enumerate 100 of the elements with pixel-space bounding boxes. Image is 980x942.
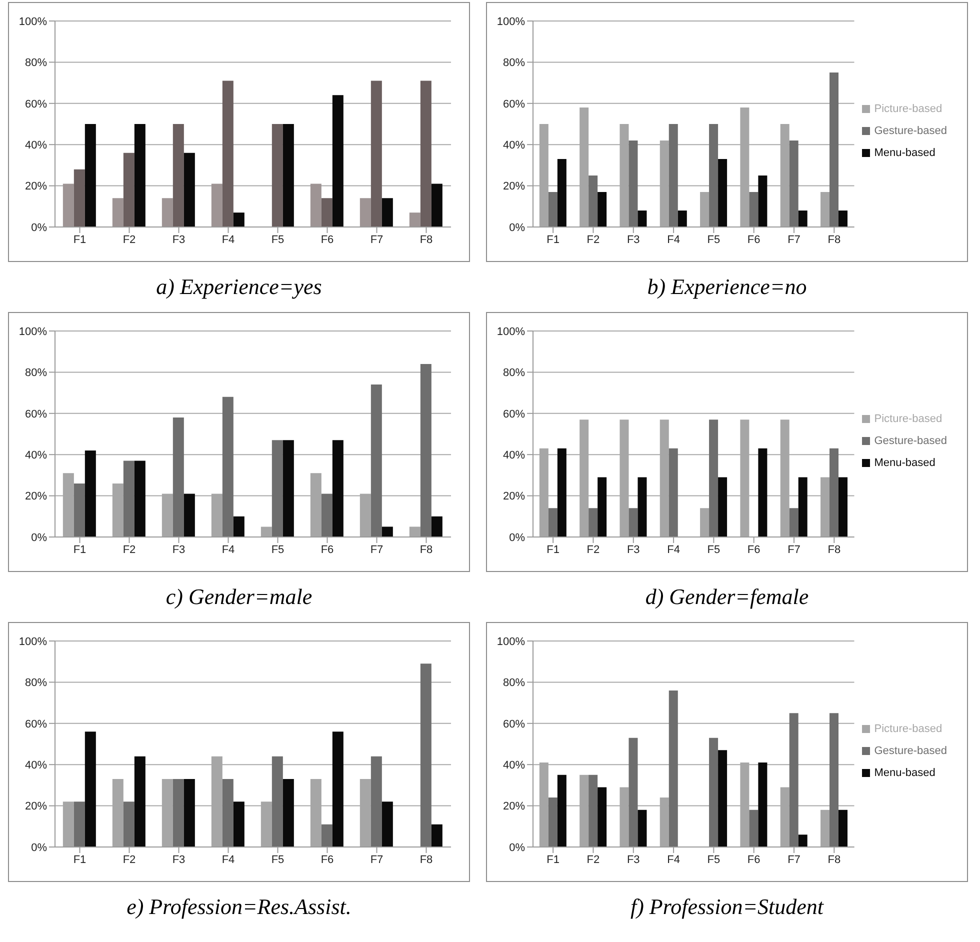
bar (332, 732, 344, 847)
bar (431, 184, 442, 227)
y-tick-label: 40% (502, 450, 526, 462)
bar (172, 779, 184, 847)
bar (789, 140, 798, 227)
x-tick-label: F2 (586, 234, 600, 246)
x-tick-label: F5 (707, 544, 720, 556)
bar (282, 779, 294, 847)
bar (84, 732, 96, 847)
x-tick-label: F8 (420, 234, 433, 246)
bar (233, 802, 244, 847)
x-tick-label: F1 (73, 854, 86, 866)
bar (678, 210, 687, 227)
y-tick-label: 60% (24, 408, 48, 420)
bar (74, 483, 85, 537)
x-tick-label: F2 (122, 544, 136, 556)
y-tick-label: 80% (502, 677, 526, 690)
x-tick-label: F7 (788, 854, 800, 866)
bar (184, 779, 195, 847)
x-tick-label: F5 (707, 234, 720, 246)
bar (598, 192, 607, 227)
x-tick-label: F8 (828, 234, 841, 246)
text: c) Gender=male (164, 584, 314, 611)
x-tick-label: F6 (747, 544, 760, 556)
bar (638, 210, 647, 227)
bar (557, 448, 566, 537)
bar (233, 516, 244, 537)
x-tick-label: F6 (320, 234, 334, 246)
x-tick-label: F5 (271, 544, 284, 556)
bar (172, 124, 184, 227)
x-tick-label: F4 (222, 854, 235, 866)
bar (282, 124, 294, 227)
bar (718, 750, 728, 847)
legend-label: Menu-based (874, 767, 936, 779)
bar (838, 477, 848, 537)
bar (233, 212, 244, 227)
bar (431, 516, 442, 537)
y-tick-label: 60% (502, 408, 526, 420)
bar (798, 834, 808, 847)
bar (382, 198, 393, 227)
bar (222, 779, 234, 847)
bar (628, 140, 638, 227)
x-tick-label: F7 (788, 544, 800, 556)
x-tick-label: F4 (667, 544, 680, 556)
text: f) Profession=Student (629, 894, 825, 921)
bar (282, 440, 294, 537)
y-tick-label: 100% (18, 326, 48, 338)
bar (260, 526, 272, 537)
bar (820, 810, 830, 847)
bar (123, 460, 134, 537)
legend-label: Picture-based (874, 723, 942, 735)
legend-label: Menu-based (874, 147, 936, 159)
bar (557, 159, 566, 227)
y-tick-label: 60% (502, 718, 526, 730)
bar (628, 508, 638, 537)
y-tick-label: 100% (496, 636, 526, 648)
x-tick-label: F7 (370, 234, 384, 246)
y-tick-label: 80% (24, 677, 48, 690)
text: e) Profession=Res.Assist. (126, 894, 352, 921)
x-tick-label: F7 (788, 234, 800, 246)
bar (382, 526, 393, 537)
x-tick-label: F4 (667, 854, 680, 866)
x-tick-label: F8 (420, 544, 433, 556)
y-tick-label: 0% (31, 842, 48, 854)
bar (134, 460, 146, 537)
bar (638, 810, 647, 847)
x-tick-label: F3 (172, 854, 186, 866)
x-tick-label: F8 (828, 544, 841, 556)
bar (84, 450, 96, 537)
bar (184, 494, 195, 537)
bar (548, 798, 558, 847)
bar (709, 420, 718, 537)
legend-label: Gesture-based (874, 745, 947, 757)
bar (709, 124, 718, 227)
bar (588, 508, 598, 537)
bar (588, 176, 598, 227)
y-tick-label: 0% (31, 222, 48, 234)
x-tick-label: F3 (626, 234, 640, 246)
bar (718, 159, 728, 227)
bar (321, 198, 332, 227)
bar (798, 477, 808, 537)
bar (370, 80, 382, 227)
bar (557, 774, 566, 847)
text: d) Gender=female (644, 584, 810, 611)
bar (830, 448, 839, 537)
bar (123, 802, 134, 847)
y-tick-label: 0% (509, 532, 526, 544)
y-tick-label: 20% (502, 800, 526, 813)
x-tick-label: F3 (626, 854, 640, 866)
legend-label: Menu-based (874, 457, 936, 469)
bar (749, 810, 758, 847)
bar (588, 774, 598, 847)
y-tick-label: 80% (24, 367, 48, 380)
x-tick-label: F4 (222, 234, 235, 246)
legend-label: Picture-based (874, 103, 942, 115)
y-tick-label: 20% (24, 180, 48, 193)
bar (700, 192, 710, 227)
x-tick-label: F2 (122, 854, 136, 866)
x-tick-label: F6 (320, 854, 334, 866)
y-tick-label: 100% (18, 16, 48, 28)
